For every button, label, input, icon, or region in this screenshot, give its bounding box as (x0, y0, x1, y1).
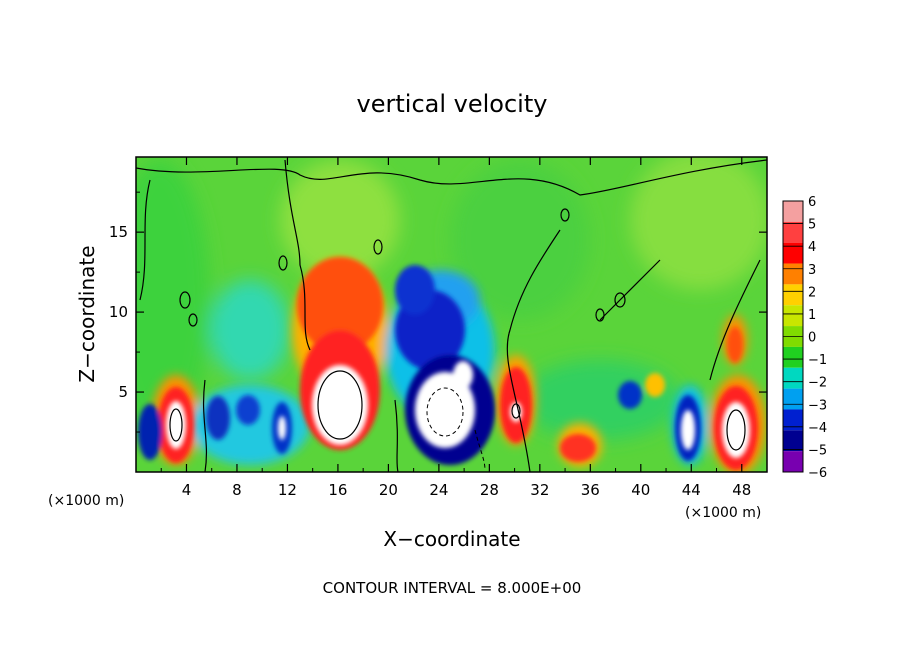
heatmap-field (136, 157, 767, 472)
colorbar-swatch (783, 430, 803, 452)
x-tick-label: 24 (429, 481, 448, 499)
colorbar-label: 4 (808, 240, 816, 255)
x-tick-label: 20 (379, 481, 398, 499)
colorbar-label: 5 (808, 218, 816, 233)
y-tick-label: 15 (109, 223, 128, 241)
contour-interval-note: CONTOUR INTERVAL = 8.000E+00 (323, 579, 582, 597)
colorbar-swatch (783, 305, 803, 327)
colorbar-swatch (783, 388, 803, 410)
y-axis-label: Z−coordinate (75, 245, 99, 382)
colorbar-swatch (783, 263, 803, 285)
colorbar-label: 1 (808, 308, 816, 323)
x-tick-label: 12 (278, 481, 297, 499)
colorbar-swatch (783, 221, 803, 243)
colorbar-swatch (783, 242, 803, 264)
colorbar-label: −3 (808, 398, 827, 413)
x-tick-label: 8 (232, 481, 242, 499)
x-tick-label: 40 (631, 481, 650, 499)
x-tick-label: 16 (328, 481, 347, 499)
colorbar-label: −5 (808, 443, 827, 458)
chart-title: vertical velocity (357, 90, 548, 118)
colorbar-label: −6 (808, 466, 827, 481)
colorbar-swatch (783, 346, 803, 368)
x-axis-ticks: 4 8 12 16 20 24 28 32 36 40 44 48 (160, 157, 751, 499)
colorbar-swatch (783, 409, 803, 431)
colorbar-label: −1 (808, 353, 827, 368)
colorbar-label: −2 (808, 376, 827, 391)
x-axis-unit-right: (×1000 m) (685, 505, 761, 521)
colorbar-swatch (783, 284, 803, 306)
x-tick-label: 48 (732, 481, 751, 499)
y-axis-ticks: 5 10 15 (109, 191, 767, 433)
colorbar-label: 0 (808, 331, 816, 346)
x-tick-label: 28 (480, 481, 499, 499)
colorbar-label: 6 (808, 195, 816, 210)
x-tick-label: 32 (530, 481, 549, 499)
x-axis-label: X−coordinate (383, 527, 520, 551)
colorbar-swatch (783, 367, 803, 389)
colorbar-label: −4 (808, 421, 827, 436)
colorbar-label: 3 (808, 263, 816, 278)
y-tick-label: 10 (109, 303, 128, 321)
colorbar-swatch (783, 201, 803, 222)
x-tick-label: 44 (682, 481, 701, 499)
colorbar-swatch (783, 451, 803, 472)
colorbar: 6 5 4 3 2 1 0 −1 −2 −3 −4 −5 −6 (782, 195, 827, 481)
y-tick-label: 5 (118, 383, 128, 401)
colorbar-label: 2 (808, 285, 816, 300)
plot-frame (135, 156, 768, 473)
x-tick-label: 4 (182, 481, 192, 499)
x-axis-unit-left: (×1000 m) (48, 493, 124, 509)
x-tick-label: 36 (581, 481, 600, 499)
